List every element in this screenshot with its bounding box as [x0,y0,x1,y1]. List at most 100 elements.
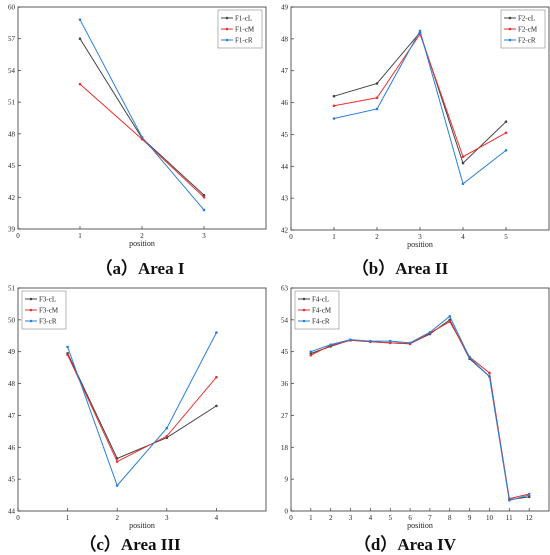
legend: F1-cL F1-cM F1-cR [217,9,263,49]
data-point [369,339,372,343]
plot-frame [17,287,267,512]
legend-marker [508,27,512,31]
legend-entry: F4-cL [312,296,329,304]
data-point [215,375,218,379]
data-point [388,339,392,343]
series-line-3 [310,315,530,502]
data-point [202,195,206,199]
x-tick-label: 6 [408,514,412,522]
data-point [165,434,169,438]
x-tick-label: 11 [506,514,513,522]
y-tick-label: 46 [8,444,16,452]
x-tick-label: 1 [78,232,82,240]
data-point [418,29,422,33]
legend-entry: F1-cM [235,26,255,34]
series-line-2 [79,83,205,198]
data-point [309,353,313,357]
y-tick-label: 42 [281,227,289,235]
legend-marker [29,297,33,301]
series-line-2 [67,354,217,463]
legend-entry: F4-cR [312,318,330,326]
x-tick-label: 1 [332,233,336,241]
y-tick-label: 47 [8,412,16,420]
data-point [349,338,352,341]
y-tick-label: 45 [281,348,289,356]
series-line-3 [333,29,507,185]
legend-marker [302,297,306,301]
data-point [66,353,69,357]
data-point [202,208,206,212]
x-tick-label: 0 [289,233,293,241]
x-tick-label: 3 [165,514,169,522]
y-tick-label: 36 [281,380,289,388]
legend-entry: F4-cM [312,307,332,315]
y-tick-label: 46 [281,99,289,107]
x-axis-label: position [407,521,433,530]
x-tick-label: 0 [16,514,20,522]
x-tick-label: 1 [66,514,70,522]
data-point [408,341,412,345]
y-tick-label: 44 [8,508,16,516]
legend-marker [508,16,512,20]
data-point [78,82,82,86]
data-point [468,356,471,360]
y-tick-label: 47 [281,67,289,75]
y-tick-label: 57 [8,35,16,43]
data-point [309,350,313,354]
panel-caption: （d）Area IV [354,534,457,554]
series-line-1 [310,319,530,501]
legend-marker [29,319,33,323]
x-tick-label: 2 [375,233,379,241]
data-point [332,117,336,120]
x-tick-label: 4 [369,514,373,522]
x-tick-label: 5 [388,514,392,522]
plot-frame [290,287,550,512]
y-tick-label: 48 [8,130,16,138]
y-tick-label: 45 [281,131,289,139]
data-point [115,484,119,487]
y-tick-label: 49 [8,348,16,356]
y-tick-label: 48 [281,35,289,43]
data-point [78,37,82,41]
data-point [66,345,69,349]
data-point [508,499,511,502]
legend: F4-cL F4-cM F4-cR [294,290,340,330]
y-tick-label: 0 [285,508,289,516]
data-point [115,460,119,463]
data-point [140,135,144,139]
x-tick-label: 3 [202,232,206,240]
x-tick-label: 0 [289,514,293,522]
legend-entry: F2-cM [518,26,538,34]
legend-entry: F1-cR [235,37,253,45]
x-tick-label: 8 [448,514,452,522]
y-tick-label: 43 [281,195,289,203]
series-line-1 [79,38,205,196]
x-tick-label: 4 [215,514,219,522]
x-tick-label: 12 [526,514,534,522]
panel-caption: （a）Area I [96,258,185,278]
y-tick-label: 39 [8,226,16,234]
legend-entry: F3-cR [39,318,57,326]
data-point [461,182,465,186]
series-line-3 [79,19,205,211]
x-tick-label: 2 [329,514,333,522]
legend-marker [302,319,306,323]
legend-entry: F3-cM [39,307,59,315]
y-tick-label: 42 [8,194,16,202]
legend-entry: F2-cR [518,37,536,45]
y-tick-label: 44 [281,163,289,171]
data-point [165,426,169,430]
y-tick-label: 54 [8,67,16,75]
data-point [375,96,379,100]
legend-marker [225,27,229,31]
data-point [504,131,508,135]
x-tick-label: 10 [486,514,494,522]
x-axis-label: position [407,240,433,249]
y-tick-label: 54 [281,316,289,324]
data-point [461,161,465,165]
x-tick-label: 2 [115,514,119,522]
x-axis-label: position [129,521,155,530]
y-tick-label: 51 [8,99,16,107]
